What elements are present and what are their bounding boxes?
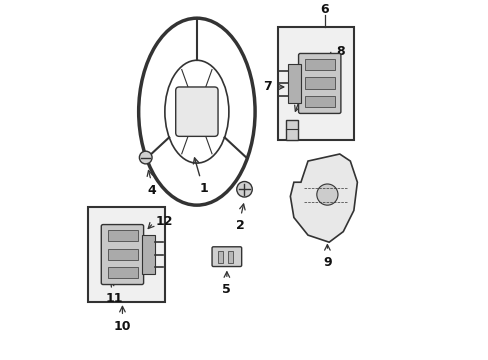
Bar	[107, 267, 137, 278]
Text: 7: 7	[263, 81, 271, 94]
Bar	[305, 59, 334, 71]
Bar	[287, 64, 301, 103]
FancyBboxPatch shape	[101, 225, 143, 284]
Text: 2: 2	[235, 219, 244, 232]
Bar	[107, 248, 137, 260]
Text: 4: 4	[147, 184, 155, 197]
Bar	[305, 96, 334, 107]
Text: 11: 11	[106, 292, 123, 305]
FancyBboxPatch shape	[175, 87, 218, 136]
Text: 10: 10	[114, 320, 131, 333]
FancyBboxPatch shape	[212, 247, 241, 266]
Circle shape	[139, 151, 152, 164]
Bar	[217, 251, 223, 263]
Bar	[107, 230, 137, 242]
Text: 6: 6	[320, 3, 329, 16]
Bar	[278, 27, 353, 140]
Bar	[142, 235, 155, 274]
Bar	[227, 251, 233, 263]
Bar	[87, 207, 165, 302]
Text: 9: 9	[323, 256, 331, 269]
Polygon shape	[290, 154, 357, 242]
Circle shape	[316, 184, 337, 205]
Text: 12: 12	[156, 215, 173, 228]
Text: 8: 8	[336, 45, 345, 58]
Text: 3: 3	[299, 91, 308, 104]
Bar	[305, 77, 334, 89]
Bar	[285, 121, 298, 140]
Text: 1: 1	[199, 182, 208, 195]
Circle shape	[236, 181, 252, 197]
Text: 5: 5	[222, 283, 231, 296]
FancyBboxPatch shape	[298, 54, 340, 113]
